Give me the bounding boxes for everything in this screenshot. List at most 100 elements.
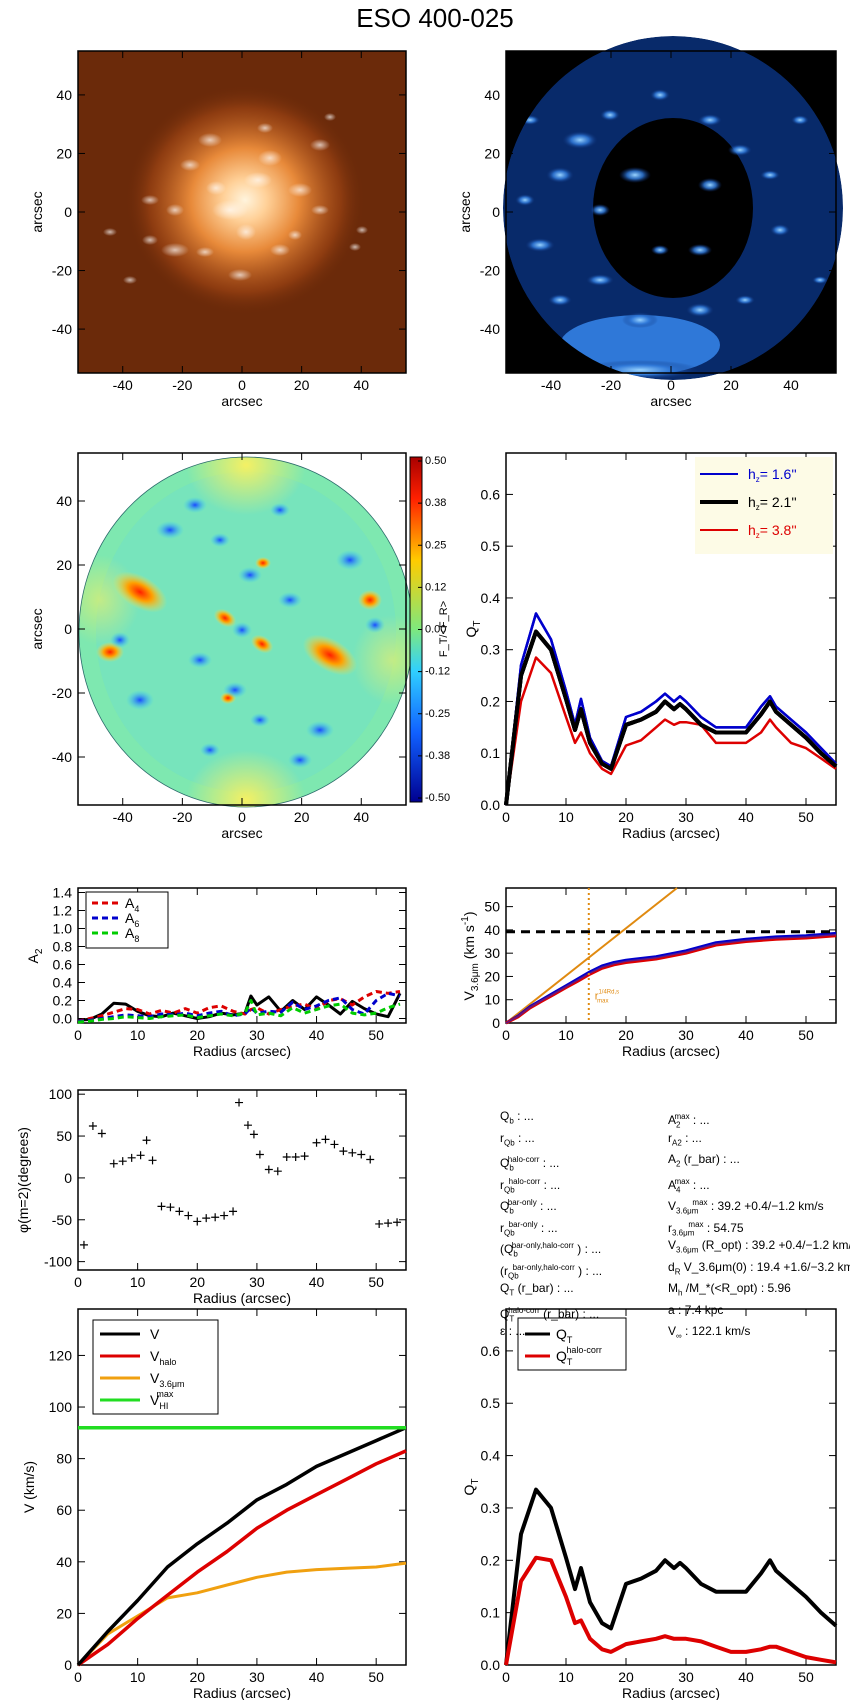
y-tick-label: 100 [49, 1399, 73, 1415]
y-tick-label: 1.4 [53, 885, 73, 901]
y-tick-label: 0 [64, 621, 72, 637]
parameter-row: A2max : ... [668, 1112, 710, 1130]
phase-point [220, 1211, 229, 1220]
phase-point [235, 1098, 244, 1107]
phase-point [148, 1156, 157, 1165]
y-tick-label: -20 [52, 685, 72, 701]
galaxy-knot [356, 226, 368, 234]
y-tick-label: 0.0 [53, 1011, 73, 1027]
y-tick-label: 50 [56, 1128, 72, 1144]
phase-point [339, 1147, 348, 1156]
galaxy-knot [196, 247, 214, 257]
legend-label: A6 [125, 910, 139, 929]
positive-torque-blob [302, 634, 358, 676]
parameter-row: A2 (r_bar) : ... [668, 1152, 740, 1169]
negative-torque-blob [183, 497, 207, 513]
phase-point [79, 1240, 88, 1249]
parameter-column-left: Qb : ... rQb : ... Qbhalo-corr : ... rQbhal… [500, 1106, 602, 1343]
qt-halo-series-line [504, 1555, 837, 1666]
y-tick-label: 1.2 [53, 903, 73, 919]
y-tick-label: 20 [484, 968, 500, 984]
residual-knot [686, 303, 714, 317]
y-tick-label: 40 [484, 922, 500, 938]
colorbar-label: F_T/<F_R> [438, 601, 450, 657]
parameter-table: Qb : ... rQb : ... Qbhalo-corr : ... rQbhal… [500, 1106, 850, 1340]
y-tick-label: -40 [52, 321, 72, 337]
y-tick-label: 0.5 [481, 538, 501, 554]
phase-point [166, 1203, 175, 1212]
residual-knot [590, 204, 610, 216]
negative-torque-blob [278, 592, 302, 608]
x-tick-label: 0 [238, 809, 246, 825]
parameter-column-right: A2max : ... rA2 : ... A2 (r_bar) : ... A4ma… [668, 1106, 850, 1343]
x-tick-label: -20 [172, 377, 192, 393]
x-tick-label: 0 [502, 809, 510, 825]
phase-point [243, 1121, 252, 1130]
y-tick-label: 10 [484, 992, 500, 1008]
parameter-row: Qb : ... [500, 1109, 534, 1126]
negative-torque-blob [238, 567, 262, 583]
x-tick-label: 0 [502, 1669, 510, 1685]
parameter-row: Qbbar-only : ... [500, 1198, 557, 1216]
phase-point [312, 1138, 321, 1147]
negative-torque-blob [156, 521, 184, 539]
y-tick-label: 40 [56, 1554, 72, 1570]
y-tick-label: 0 [64, 204, 72, 220]
phase-point [109, 1159, 118, 1168]
legend-box [92, 1319, 219, 1415]
parameter-row: rA2 : ... [668, 1130, 702, 1147]
y-tick-label: 0.0 [481, 1657, 501, 1673]
x-tick-label: -20 [601, 377, 621, 393]
negative-torque-blob [223, 682, 247, 698]
residual-knot [651, 245, 669, 255]
vrot-series-line [76, 1426, 407, 1667]
phase-point [348, 1148, 357, 1157]
y-tick-label: 0.0 [481, 797, 501, 813]
y-tick-label: 120 [49, 1347, 73, 1363]
phase-point [88, 1122, 97, 1130]
negative-torque-blob [188, 652, 212, 668]
galaxy-knot [228, 269, 252, 281]
y-tick-label: 0.5 [481, 1395, 501, 1411]
x-tick-label: 10 [558, 809, 574, 825]
galaxy-knot [212, 200, 248, 220]
x-tick-label: 20 [189, 1027, 205, 1043]
positive-torque-blob [250, 634, 274, 654]
galaxy-knot [103, 228, 117, 236]
x-tick-label: 0 [74, 1027, 82, 1043]
x-tick-label: 20 [618, 809, 634, 825]
y-tick-label: 0.2 [481, 693, 501, 709]
parameter-row: Qbhalo-corr : ... [500, 1155, 560, 1173]
phase-point [211, 1213, 220, 1222]
y-tick-label: 1.0 [53, 921, 73, 937]
colorbar-tick-label: 0.00 [425, 624, 446, 636]
panel-phase: 0 10 20 30 40 50 100 50 0 -50 -100 Radius (arcsec) φ… [15, 1086, 407, 1306]
residual-knot [600, 109, 620, 121]
galaxy-knot [141, 195, 159, 205]
residual-knot [770, 224, 790, 236]
figure-title: ESO 400-025 [356, 3, 514, 33]
legend-label: V3.6μm [150, 1370, 185, 1389]
x-tick-label: 10 [558, 1027, 574, 1043]
x-tick-label: 50 [798, 809, 814, 825]
residual-knot [728, 144, 752, 156]
colorbar-tick-label: 0.12 [425, 581, 446, 593]
galaxy-knot [288, 230, 302, 240]
y-axis-label: arcsec [29, 191, 45, 232]
x-tick-label: 20 [189, 1669, 205, 1685]
y-tick-label: 0 [492, 1015, 500, 1031]
x-tick-label: 30 [678, 1027, 694, 1043]
rmax-label: r1/4Rd,s max [595, 990, 619, 1005]
x-tick-label: 40 [309, 1274, 325, 1290]
x-axis-label: Radius (arcsec) [193, 1043, 291, 1059]
panel-image-left: -40 -20 0 20 40 -40 -20 0 20 40 arcsec arcsec [29, 50, 407, 409]
residual-knot [548, 294, 572, 306]
x-tick-label: 40 [353, 809, 369, 825]
x-tick-label: 40 [738, 1669, 754, 1685]
x-tick-label: -40 [541, 377, 561, 393]
y-tick-label: 20 [56, 145, 72, 161]
y-tick-label: -40 [480, 321, 500, 337]
legend-box [85, 891, 169, 949]
y-tick-label: 0.3 [481, 1500, 501, 1516]
